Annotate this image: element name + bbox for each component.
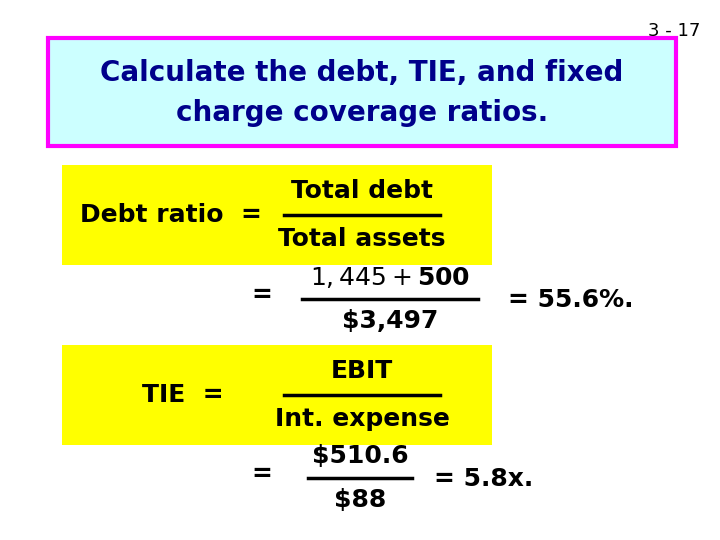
Text: charge coverage ratios.: charge coverage ratios. (176, 99, 548, 127)
Text: Total assets: Total assets (278, 227, 446, 251)
Text: $88: $88 (334, 488, 386, 512)
Text: $1,445 + $500: $1,445 + $500 (310, 265, 470, 289)
Text: =: = (251, 462, 272, 486)
FancyBboxPatch shape (48, 38, 676, 146)
FancyBboxPatch shape (62, 165, 492, 265)
Text: Int. expense: Int. expense (274, 407, 449, 431)
Text: $510.6: $510.6 (312, 444, 408, 468)
Text: = 5.8x.: = 5.8x. (434, 467, 534, 491)
Text: Calculate the debt, TIE, and fixed: Calculate the debt, TIE, and fixed (100, 59, 624, 87)
Text: =: = (251, 283, 272, 307)
Text: TIE  =: TIE = (142, 383, 224, 407)
Text: EBIT: EBIT (331, 359, 393, 383)
FancyBboxPatch shape (62, 345, 492, 445)
Text: 3 - 17: 3 - 17 (647, 22, 700, 40)
Text: $3,497: $3,497 (342, 309, 438, 333)
Text: = 55.6%.: = 55.6%. (508, 288, 634, 312)
Text: Debt ratio  =: Debt ratio = (80, 203, 262, 227)
Text: Total debt: Total debt (291, 179, 433, 203)
